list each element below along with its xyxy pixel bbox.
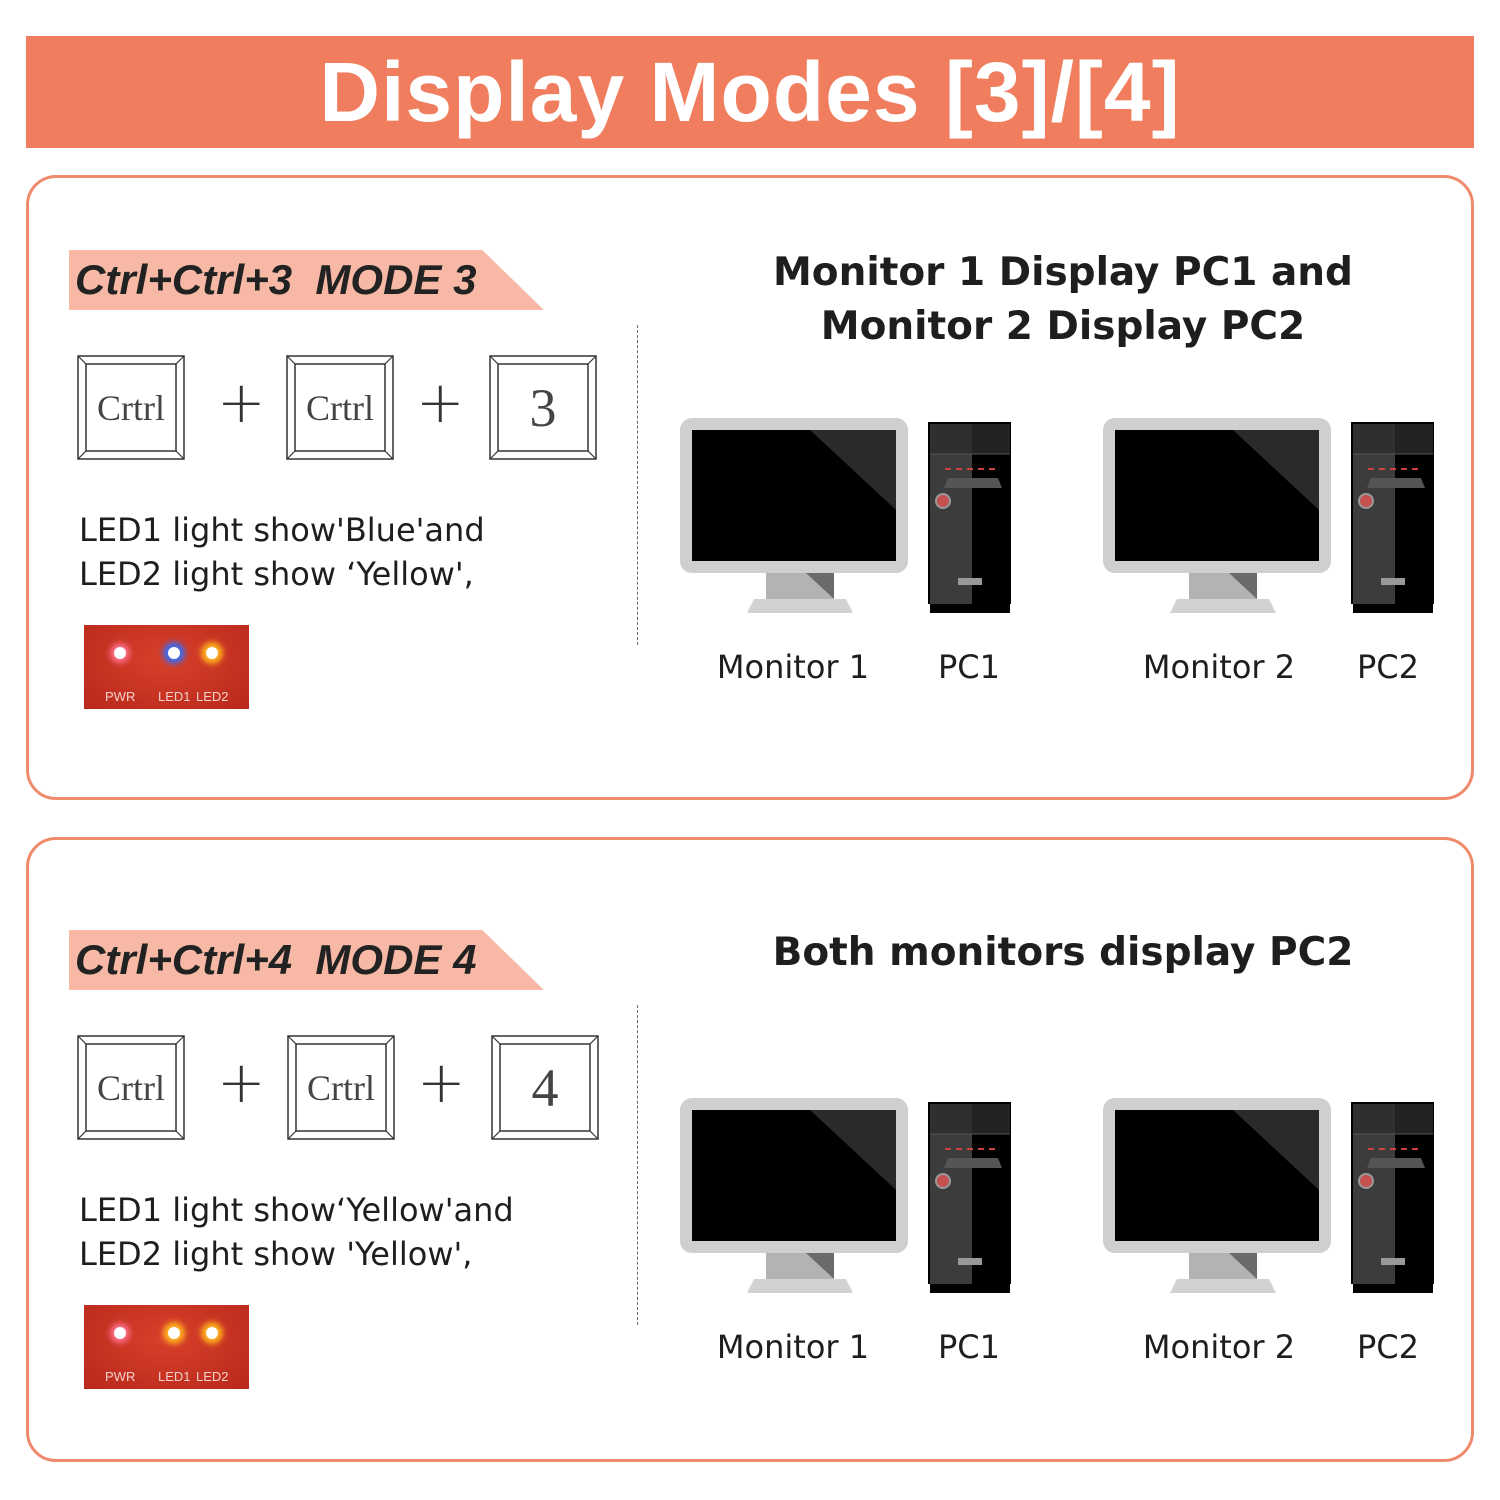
- led2-yellow-icon: [206, 647, 218, 659]
- ctrl-key: Crtrl: [77, 1035, 185, 1140]
- mode-description: Both monitors display PC2: [772, 930, 1354, 975]
- plus-sign: +: [417, 1048, 466, 1116]
- ctrl-key: Crtrl: [77, 355, 185, 460]
- pwr-led-icon: [114, 1327, 126, 1339]
- led2-yellow-icon: [206, 1327, 218, 1339]
- pc2-label: PC2: [1357, 1328, 1419, 1366]
- plus-sign: +: [217, 368, 266, 436]
- monitor-pc-icon: [680, 1098, 1011, 1293]
- mode-description: Monitor 1 Display PC1 and Monitor 2 Disp…: [773, 250, 1353, 349]
- led-panel: PWR LED1 LED2: [84, 625, 249, 709]
- pc1-label: PC1: [938, 648, 1000, 686]
- led1-yellow-icon: [168, 1327, 180, 1339]
- mode-banner: Ctrl+Ctrl+4 MODE 4: [69, 930, 544, 990]
- monitor-1-label: Monitor 1: [716, 648, 870, 686]
- monitor-pc-icon: [680, 418, 1011, 613]
- plus-sign: +: [416, 368, 465, 436]
- monitor-2-label: Monitor 2: [1142, 1328, 1296, 1366]
- ctrl-key: Crtrl: [287, 1035, 395, 1140]
- number-key: 4: [491, 1035, 599, 1140]
- mode-banner: Ctrl+Ctrl+3 MODE 3: [69, 250, 544, 310]
- led1-blue-icon: [168, 647, 180, 659]
- pc1-label: PC1: [938, 1328, 1000, 1366]
- monitor-pc-icon: [1103, 418, 1434, 613]
- page-title: Display Modes [3]/[4]: [319, 44, 1181, 139]
- led-description: LED1 light show'Blue'and LED2 light show …: [79, 511, 485, 593]
- ctrl-key: Crtrl: [286, 355, 394, 460]
- monitor-2-label: Monitor 2: [1142, 648, 1296, 686]
- pwr-led-icon: [114, 647, 126, 659]
- number-key: 3: [489, 355, 597, 460]
- monitor-pc-icon: [1103, 1098, 1434, 1293]
- pc2-label: PC2: [1357, 648, 1419, 686]
- led-description: LED1 light show‘Yellow'and LED2 light sho…: [79, 1191, 514, 1273]
- divider: [637, 325, 638, 645]
- monitor-1-label: Monitor 1: [716, 1328, 870, 1366]
- mode-4-panel: Both monitors display PC2 Ctrl+Ctrl+4 MO…: [26, 837, 1474, 1462]
- mode-3-panel: Ctrl+Ctrl+3 MODE 3 Crtrl + Crtrl + 3 LED…: [26, 175, 1474, 800]
- header-banner: Display Modes [3]/[4]: [26, 36, 1474, 148]
- led-panel: PWR LED1 LED2: [84, 1305, 249, 1389]
- divider: [637, 1005, 638, 1325]
- plus-sign: +: [217, 1048, 266, 1116]
